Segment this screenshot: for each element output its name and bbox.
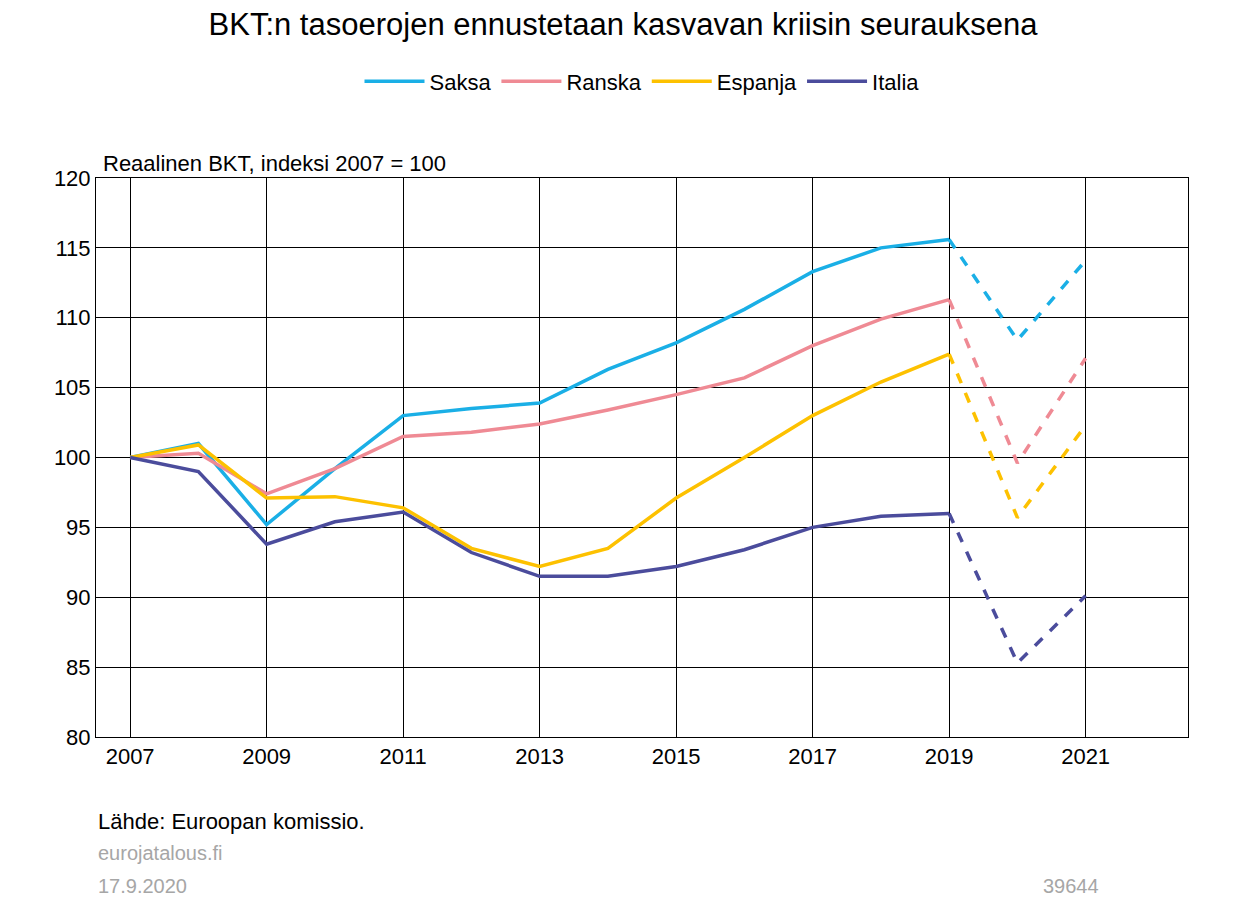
svg-text:90: 90	[66, 585, 90, 610]
svg-text:2017: 2017	[788, 744, 837, 769]
svg-text:Ranska: Ranska	[566, 70, 641, 95]
svg-text:39644: 39644	[1043, 875, 1099, 897]
svg-text:2013: 2013	[515, 744, 564, 769]
svg-text:80: 80	[66, 725, 90, 750]
svg-text:Italia: Italia	[872, 70, 919, 95]
svg-text:Reaalinen BKT, indeksi 2007 =: Reaalinen BKT, indeksi 2007 = 100	[103, 151, 446, 176]
svg-text:2011: 2011	[379, 744, 426, 769]
svg-text:2019: 2019	[925, 744, 974, 769]
svg-text:110: 110	[56, 305, 91, 330]
svg-text:105: 105	[54, 375, 91, 400]
svg-text:115: 115	[56, 236, 91, 261]
svg-text:eurojatalous.fi: eurojatalous.fi	[98, 842, 223, 864]
svg-text:2015: 2015	[652, 744, 701, 769]
svg-text:BKT:n tasoerojen ennustetaan k: BKT:n tasoerojen ennustetaan kasvavan kr…	[209, 7, 1039, 42]
svg-text:Lähde: Euroopan komissio.: Lähde: Euroopan komissio.	[98, 809, 365, 834]
svg-text:2021: 2021	[1061, 744, 1110, 769]
svg-text:100: 100	[54, 445, 91, 470]
svg-text:Espanja: Espanja	[717, 70, 797, 95]
svg-text:2007: 2007	[106, 744, 155, 769]
svg-text:85: 85	[66, 655, 90, 680]
svg-text:2009: 2009	[242, 744, 291, 769]
svg-text:Saksa: Saksa	[430, 70, 492, 95]
svg-text:95: 95	[66, 515, 90, 540]
svg-text:120: 120	[54, 166, 91, 191]
svg-text:17.9.2020: 17.9.2020	[98, 875, 187, 897]
